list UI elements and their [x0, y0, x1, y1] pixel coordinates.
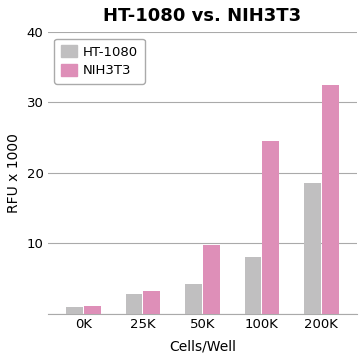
Y-axis label: RFU x 1000: RFU x 1000: [7, 133, 21, 213]
Bar: [203, 244, 219, 314]
Legend: HT-1080, NIH3T3: HT-1080, NIH3T3: [54, 39, 145, 84]
Bar: [66, 306, 83, 314]
Title: HT-1080 vs. NIH3T3: HT-1080 vs. NIH3T3: [103, 7, 301, 25]
Bar: [84, 306, 100, 314]
Bar: [143, 291, 160, 314]
Bar: [245, 257, 261, 314]
Bar: [126, 294, 142, 314]
Bar: [262, 141, 279, 314]
Bar: [322, 85, 339, 314]
Bar: [304, 183, 321, 314]
Bar: [185, 284, 202, 314]
X-axis label: Cells/Well: Cells/Well: [169, 339, 236, 353]
